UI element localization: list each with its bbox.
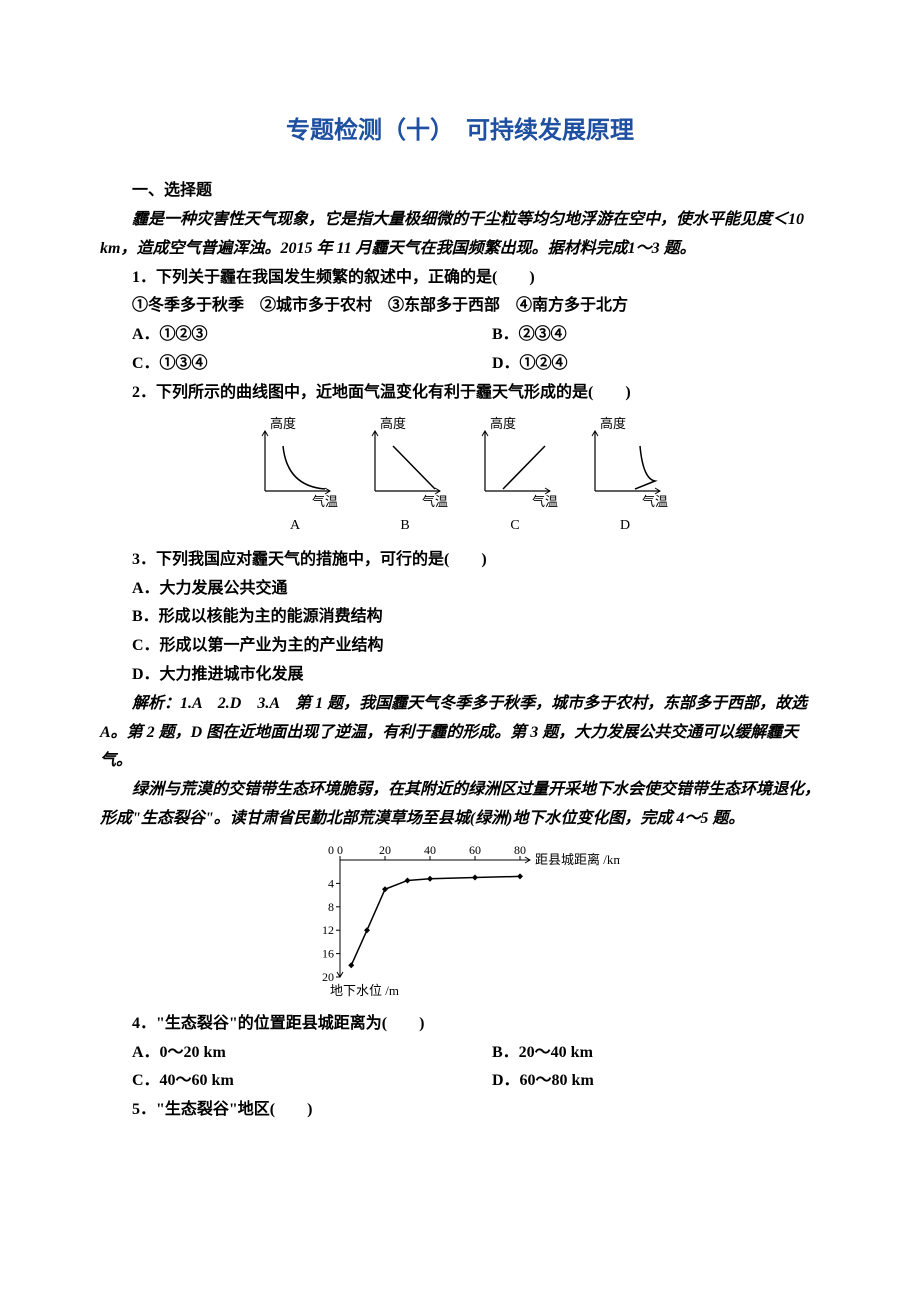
q3-opt-b: B．形成以核能为主的能源消费结构	[100, 603, 820, 632]
q3-opt-c: C．形成以第一产业为主的产业结构	[100, 632, 820, 661]
chart2-container: 0 20 40 60 80 距县城距离 /km 4 8 12 16 20 0 地下水位 /m	[100, 842, 820, 1002]
svg-text:气温: 气温	[312, 494, 338, 509]
q4-opt-a: A．0～20 km	[100, 1039, 460, 1068]
q2-chart-label-a: A	[290, 513, 300, 538]
q2-chart-b: 高度气温 B	[360, 416, 450, 538]
q3-text: 3．下列我国应对霾天气的措施中，可行的是( )	[100, 546, 820, 575]
svg-text:16: 16	[322, 946, 334, 960]
q4-opt-b: B．20～40 km	[460, 1039, 820, 1068]
svg-text:气温: 气温	[642, 494, 668, 509]
q3-opt-a: A．大力发展公共交通	[100, 575, 820, 604]
svg-text:地下水位 /m: 地下水位 /m	[330, 983, 399, 998]
q2-chart-label-b: B	[400, 513, 409, 538]
q2-charts: 高度气温 A 高度气温 B 高度气温 C 高度气温 D	[100, 416, 820, 538]
q1-text: 1．下列关于霾在我国发生频繁的叙述中，正确的是( )	[100, 264, 820, 293]
q5-text: 5．"生态裂谷"地区( )	[100, 1096, 820, 1125]
svg-text:0: 0	[337, 843, 343, 857]
q1-row1: A．①②③ B．②③④	[100, 321, 820, 350]
q1-row2: C．①③④ D．①②④	[100, 350, 820, 379]
q1-opt-b: B．②③④	[460, 321, 820, 350]
context-1: 霾是一种灾害性天气现象，它是指大量极细微的干尘粒等均匀地浮游在空中，使水平能见度…	[100, 206, 820, 264]
svg-text:40: 40	[424, 843, 436, 857]
svg-text:高度: 高度	[270, 416, 296, 431]
svg-text:20: 20	[379, 843, 391, 857]
q1-opt-c: C．①③④	[100, 350, 460, 379]
svg-text:高度: 高度	[600, 416, 626, 431]
svg-text:60: 60	[469, 843, 481, 857]
q3-opt-d: D．大力推进城市化发展	[100, 661, 820, 690]
svg-text:气温: 气温	[422, 494, 448, 509]
q2-text: 2．下列所示的曲线图中，近地面气温变化有利于霾天气形成的是( )	[100, 379, 820, 408]
svg-text:高度: 高度	[380, 416, 406, 431]
q4-opt-c: C．40～60 km	[100, 1067, 460, 1096]
svg-text:高度: 高度	[490, 416, 516, 431]
q4-text: 4．"生态裂谷"的位置距县城距离为( )	[100, 1010, 820, 1039]
svg-text:80: 80	[514, 843, 526, 857]
svg-text:距县城距离 /km: 距县城距离 /km	[535, 852, 620, 867]
q2-chart-label-d: D	[620, 513, 630, 538]
svg-text:20: 20	[322, 970, 334, 984]
q1-sub: ①冬季多于秋季 ②城市多于农村 ③东部多于西部 ④南方多于北方	[100, 292, 820, 321]
answer-1-3: 解析：1.A 2.D 3.A 第 1 题，我国霾天气冬季多于秋季，城市多于农村，…	[100, 690, 820, 776]
q2-chart-c: 高度气温 C	[470, 416, 560, 538]
svg-text:12: 12	[322, 923, 334, 937]
q2-chart-d: 高度气温 D	[580, 416, 670, 538]
svg-text:气温: 气温	[532, 494, 558, 509]
q2-chart-a: 高度气温 A	[250, 416, 340, 538]
q4-row1: A．0～20 km B．20～40 km	[100, 1039, 820, 1068]
section-header: 一、选择题	[100, 177, 820, 206]
q1-opt-d: D．①②④	[460, 350, 820, 379]
page-title: 专题检测（十） 可持续发展原理	[100, 110, 820, 153]
svg-text:8: 8	[328, 900, 334, 914]
groundwater-chart: 0 20 40 60 80 距县城距离 /km 4 8 12 16 20 0 地下水位 /m	[300, 842, 620, 1002]
svg-text:0: 0	[328, 843, 334, 857]
q2-chart-label-c: C	[510, 513, 519, 538]
q4-row2: C．40～60 km D．60～80 km	[100, 1067, 820, 1096]
context-2: 绿洲与荒漠的交错带生态环境脆弱，在其附近的绿洲区过量开采地下水会使交错带生态环境…	[100, 776, 820, 834]
q1-opt-a: A．①②③	[100, 321, 460, 350]
svg-text:4: 4	[328, 876, 334, 890]
q4-opt-d: D．60～80 km	[460, 1067, 820, 1096]
